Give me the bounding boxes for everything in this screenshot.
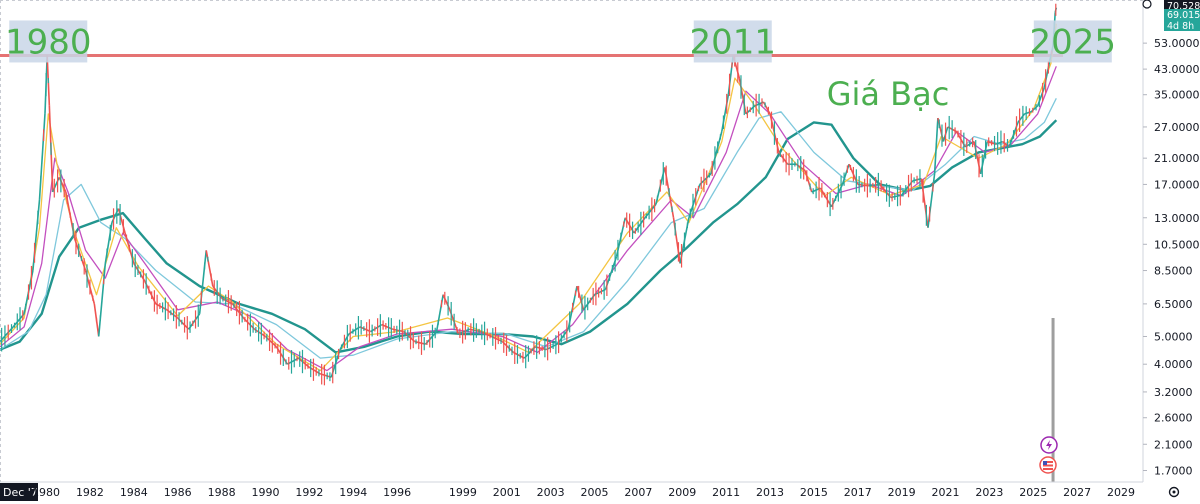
y-tick-label: 8.5000 xyxy=(1154,265,1193,278)
price-segment xyxy=(97,263,107,337)
y-tick-label: 1.7000 xyxy=(1154,465,1193,478)
price-badge xyxy=(1164,20,1200,31)
y-tick-label: 6.5000 xyxy=(1154,298,1193,311)
flag-stripe-mid xyxy=(1043,464,1053,467)
x-tick-label: 1980 xyxy=(32,486,60,499)
x-tick-label: 1990 xyxy=(251,486,279,499)
annotation-2011: 2011 xyxy=(689,20,776,63)
annotation-label: 1980 xyxy=(5,22,92,62)
annotation-box xyxy=(1033,20,1112,63)
settings-gear-button[interactable] xyxy=(1168,486,1180,498)
x-tick-label: 2029 xyxy=(1107,486,1135,499)
price-badge-label: 69.0150 xyxy=(1167,10,1200,21)
y-tick-label: 21.0000 xyxy=(1154,152,1200,165)
y-tick-label: 53.0000 xyxy=(1154,37,1200,50)
x-tick-label: 1992 xyxy=(295,486,323,499)
x-tick-label: 2011 xyxy=(712,486,740,499)
x-tick-label: 2027 xyxy=(1063,486,1091,499)
y-tick-label: 27.0000 xyxy=(1154,121,1200,134)
x-tick-label: 1988 xyxy=(208,486,236,499)
x-tick-label: 2019 xyxy=(888,486,916,499)
x-tick-label: 2007 xyxy=(624,486,652,499)
y-tick-label: 2.6000 xyxy=(1154,412,1193,425)
y-tick-label: 13.0000 xyxy=(1154,212,1200,225)
x-tick-label: 2023 xyxy=(975,486,1003,499)
x-tick-label: 2001 xyxy=(493,486,521,499)
price-badge xyxy=(1164,0,1200,11)
price-axis-background xyxy=(1143,0,1200,504)
y-tick-label: 4.0000 xyxy=(1154,358,1193,371)
annotation-1980: 1980 xyxy=(5,20,92,63)
x-tick-label: 1999 xyxy=(449,486,477,499)
x-tick-label: 2025 xyxy=(1019,486,1047,499)
event-marker-us-flag[interactable] xyxy=(1039,456,1057,474)
series-ma-mid xyxy=(0,66,1057,372)
y-tick-label: 10.5000 xyxy=(1154,238,1200,251)
y-tick-label: 43.0000 xyxy=(1154,63,1200,76)
y-tick-label: 17.0000 xyxy=(1154,178,1200,191)
badge-layer: 70.528269.01504d 8h xyxy=(1164,0,1200,32)
chart-title: Giá Bạc xyxy=(827,75,950,113)
refresh-icon xyxy=(1142,0,1152,9)
annotation-layer: 1980 2011 2025 xyxy=(5,20,1117,63)
annotation-box xyxy=(9,20,88,63)
us-flag-icon xyxy=(1043,461,1047,465)
lightning-icon xyxy=(1046,440,1052,450)
event-marker-lightning[interactable] xyxy=(1040,436,1058,454)
chart-refresh-button[interactable] xyxy=(1142,0,1152,9)
flag-stripe-bottom xyxy=(1043,468,1053,470)
y-tick-label: 3.2000 xyxy=(1154,386,1193,399)
gear-icon-center xyxy=(1172,490,1176,494)
x-start-badge xyxy=(0,483,38,501)
grid-lines xyxy=(0,0,1143,482)
series-ma-long xyxy=(0,119,1058,354)
x-tick-label: Dec '77 xyxy=(3,486,45,499)
x-tick-label: 1996 xyxy=(383,486,411,499)
x-tick-label: 1994 xyxy=(339,486,367,499)
y-axis: 53.0000 43.0000 35.0000 27.0000 21.0000 17.00… xyxy=(1143,37,1200,478)
price-badge-label: 4d 8h xyxy=(1167,21,1194,32)
x-tick-label: 1986 xyxy=(164,486,192,499)
gear-icon xyxy=(1168,486,1180,498)
x-tick-label: 1984 xyxy=(120,486,148,499)
x-tick-label: 2013 xyxy=(756,486,784,499)
price-badge xyxy=(1164,9,1200,20)
series-ma-slow xyxy=(0,98,1057,359)
y-tick-label: 35.0000 xyxy=(1154,89,1200,102)
flag-stripe-top xyxy=(1043,461,1053,463)
annotation-label: 2011 xyxy=(689,22,776,62)
annotation-2025: 2025 xyxy=(1030,20,1117,63)
series-layer xyxy=(0,3,1058,386)
annotation-box xyxy=(693,20,772,63)
x-tick-label: 2015 xyxy=(800,486,828,499)
x-tick-label: 2017 xyxy=(844,486,872,499)
price-segment xyxy=(38,113,46,201)
title-layer: Giá Bạc xyxy=(827,75,950,113)
y-tick-label: 5.0000 xyxy=(1154,330,1193,343)
x-tick-label: 2009 xyxy=(668,486,696,499)
annotation-label: 2025 xyxy=(1030,22,1117,62)
x-tick-label: 2005 xyxy=(581,486,609,499)
price-badge-label: 70.5282 xyxy=(1167,1,1200,12)
x-tick-label: 1982 xyxy=(76,486,104,499)
y-tick-label: 2.1000 xyxy=(1154,438,1193,451)
x-tick-label: 2021 xyxy=(932,486,960,499)
series-price xyxy=(0,3,1058,386)
x-tick-label: 2003 xyxy=(537,486,565,499)
